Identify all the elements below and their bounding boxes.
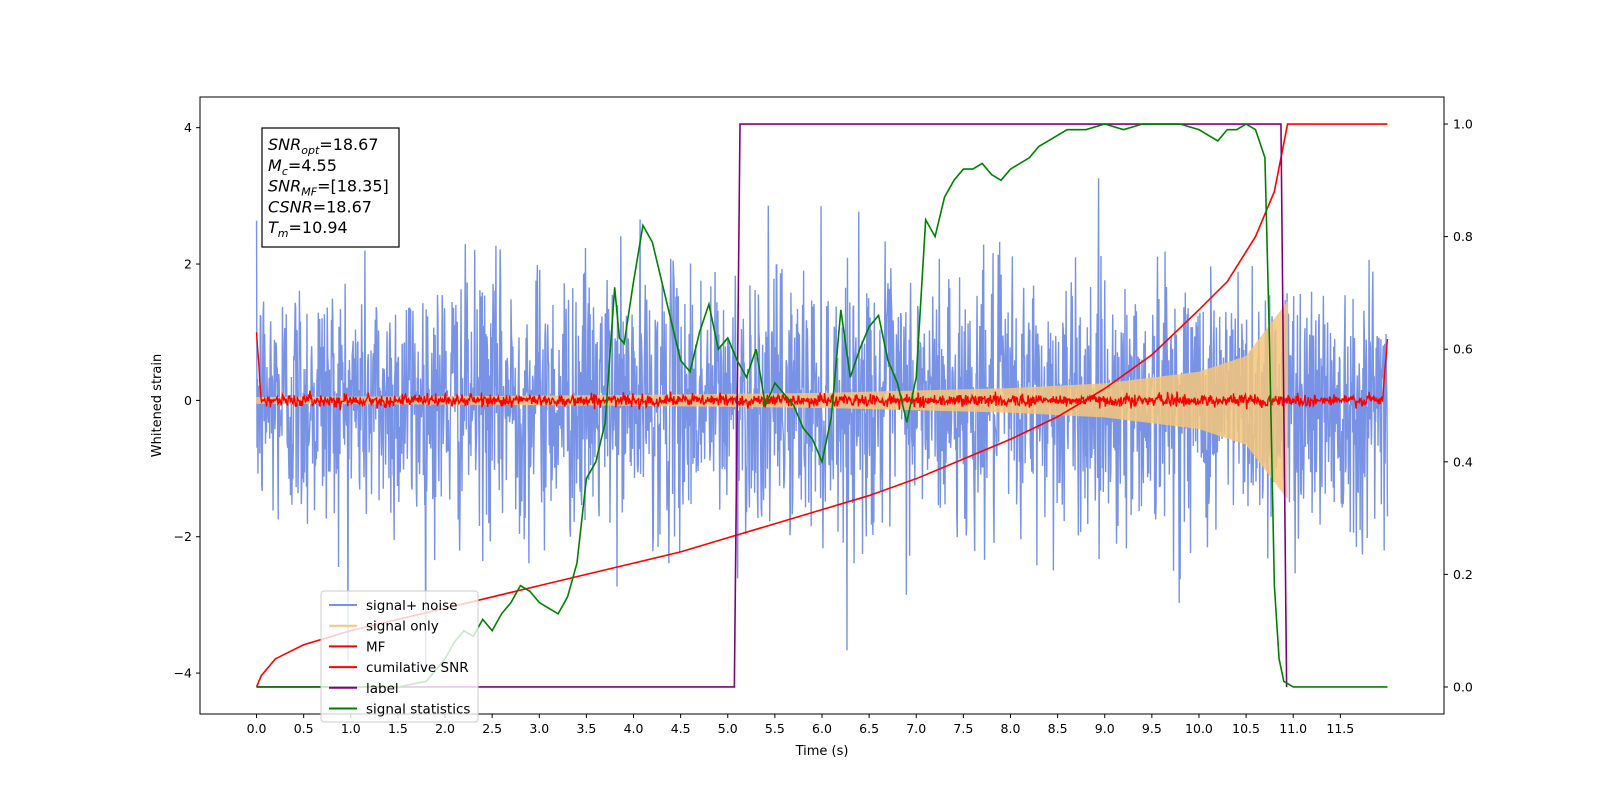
legend-label-signal-noise: signal+ noise (366, 598, 457, 614)
y-tick-label: −2 (174, 529, 192, 544)
x-tick-label: 6.5 (859, 721, 879, 736)
y-tick-label: 2 (184, 257, 192, 272)
x-tick-label: 1.5 (388, 721, 408, 736)
y2-tick-label: 0.4 (1453, 454, 1473, 469)
annotation-frame (261, 127, 400, 248)
legend-label-signal-statistics: signal statistics (366, 702, 470, 718)
mf-line (255, 332, 1389, 411)
x-tick-label: 7.5 (953, 721, 973, 736)
x-tick-label: 11.5 (1326, 721, 1354, 736)
stats-annotation-box: SNRopt=18.67Mc=4.55SNRMF=[18.35]CSNR=18.… (261, 127, 400, 248)
x-tick-label: 1.0 (341, 721, 361, 736)
x-tick-label: 8.0 (1001, 721, 1021, 736)
x-tick-label: 4.5 (671, 721, 691, 736)
x-tick-label: 0.5 (294, 721, 314, 736)
label-line (256, 123, 1288, 688)
legend-label-signal-only: signal only (366, 619, 439, 635)
annotation-line: SNRMF=[18.35] (268, 177, 389, 199)
y-tick-label: 4 (184, 120, 192, 135)
legend-frame (320, 590, 479, 723)
x-tick-label: 4.0 (624, 721, 644, 736)
x-axis-label: Time (s) (795, 744, 849, 759)
legend-label-mf: MF (366, 639, 385, 655)
x-tick-label: 3.0 (529, 721, 549, 736)
x-tick-label: 6.0 (812, 721, 832, 736)
annotation-line: Mc=4.55 (268, 156, 337, 178)
annotation-line: CSNR=18.67 (268, 197, 372, 216)
x-tick-label: 3.5 (576, 721, 596, 736)
x-tick-label: 7.0 (906, 721, 926, 736)
y-axis-label: Whitened strain (150, 354, 165, 457)
x-tick-label: 10.0 (1185, 721, 1213, 736)
x-tick-label: 8.5 (1048, 721, 1068, 736)
x-tick-label: 5.5 (765, 721, 785, 736)
legend-label-cumilative-snr: cumilative SNR (366, 660, 469, 676)
signal-statistics-line (256, 123, 1388, 688)
annotation-line: SNRopt=18.67 (268, 135, 379, 157)
x-tick-label: 9.5 (1142, 721, 1162, 736)
x-tick-label: 2.0 (435, 721, 455, 736)
x-tick-label: 5.0 (718, 721, 738, 736)
y2-tick-label: 0.8 (1453, 229, 1473, 244)
signal-noise-line (255, 178, 1389, 673)
x-tick-label: 9.0 (1095, 721, 1115, 736)
y-tick-label: 0 (184, 393, 192, 408)
y2-tick-label: 0.0 (1453, 679, 1473, 694)
axes: 0.0 0.5 1.0 1.5 2.0 2.5 3.0 3.5 4.0 4.5 5.0 5.5 6.0 6… (150, 96, 1473, 759)
y2-tick-label: 0.6 (1453, 342, 1473, 357)
y2-tick-label: 0.2 (1453, 567, 1473, 582)
legend: signal+ noise signal only MF cumilative SNR… (320, 590, 479, 723)
x-tick-label: 0.0 (247, 721, 267, 736)
x-tick-label: 10.5 (1232, 721, 1260, 736)
legend-label-label: label (366, 681, 399, 697)
annotation-line: Tm=10.94 (268, 218, 348, 240)
y2-tick-label: 1.0 (1453, 117, 1473, 132)
x-tick-label: 11.0 (1279, 721, 1307, 736)
y-tick-label: −4 (174, 666, 192, 681)
x-tick-label: 2.5 (482, 721, 502, 736)
